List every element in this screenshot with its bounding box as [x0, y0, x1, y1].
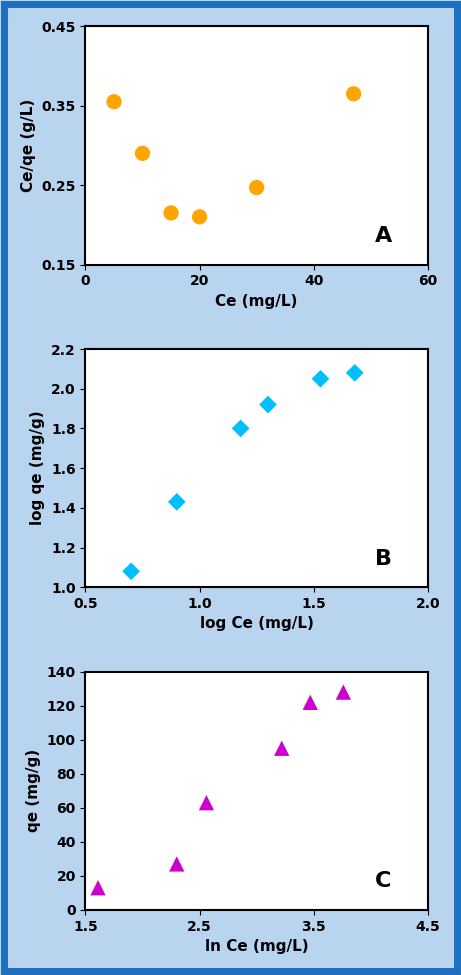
Point	[127, 564, 135, 579]
Point	[237, 420, 244, 436]
Y-axis label: qe (mg/g): qe (mg/g)	[26, 749, 41, 833]
Point	[110, 94, 118, 109]
Point	[167, 205, 175, 220]
Point	[196, 209, 203, 224]
Text: B: B	[375, 549, 392, 568]
Point	[173, 494, 180, 510]
Point	[317, 371, 324, 387]
Point	[139, 145, 146, 161]
X-axis label: Ce (mg/L): Ce (mg/L)	[215, 293, 298, 309]
Point	[350, 86, 357, 101]
Point	[278, 740, 285, 756]
Point	[253, 179, 260, 195]
Point	[340, 684, 347, 700]
Text: A: A	[375, 226, 392, 246]
Point	[351, 365, 359, 380]
Point	[307, 694, 314, 710]
X-axis label: log Ce (mg/L): log Ce (mg/L)	[200, 616, 313, 632]
Text: C: C	[375, 872, 391, 891]
Y-axis label: Ce/qe (g/L): Ce/qe (g/L)	[21, 98, 36, 192]
Point	[95, 880, 102, 896]
Point	[203, 795, 210, 810]
X-axis label: ln Ce (mg/L): ln Ce (mg/L)	[205, 939, 308, 955]
Point	[264, 397, 272, 412]
Y-axis label: log qe (mg/g): log qe (mg/g)	[30, 410, 46, 526]
Point	[173, 856, 180, 872]
